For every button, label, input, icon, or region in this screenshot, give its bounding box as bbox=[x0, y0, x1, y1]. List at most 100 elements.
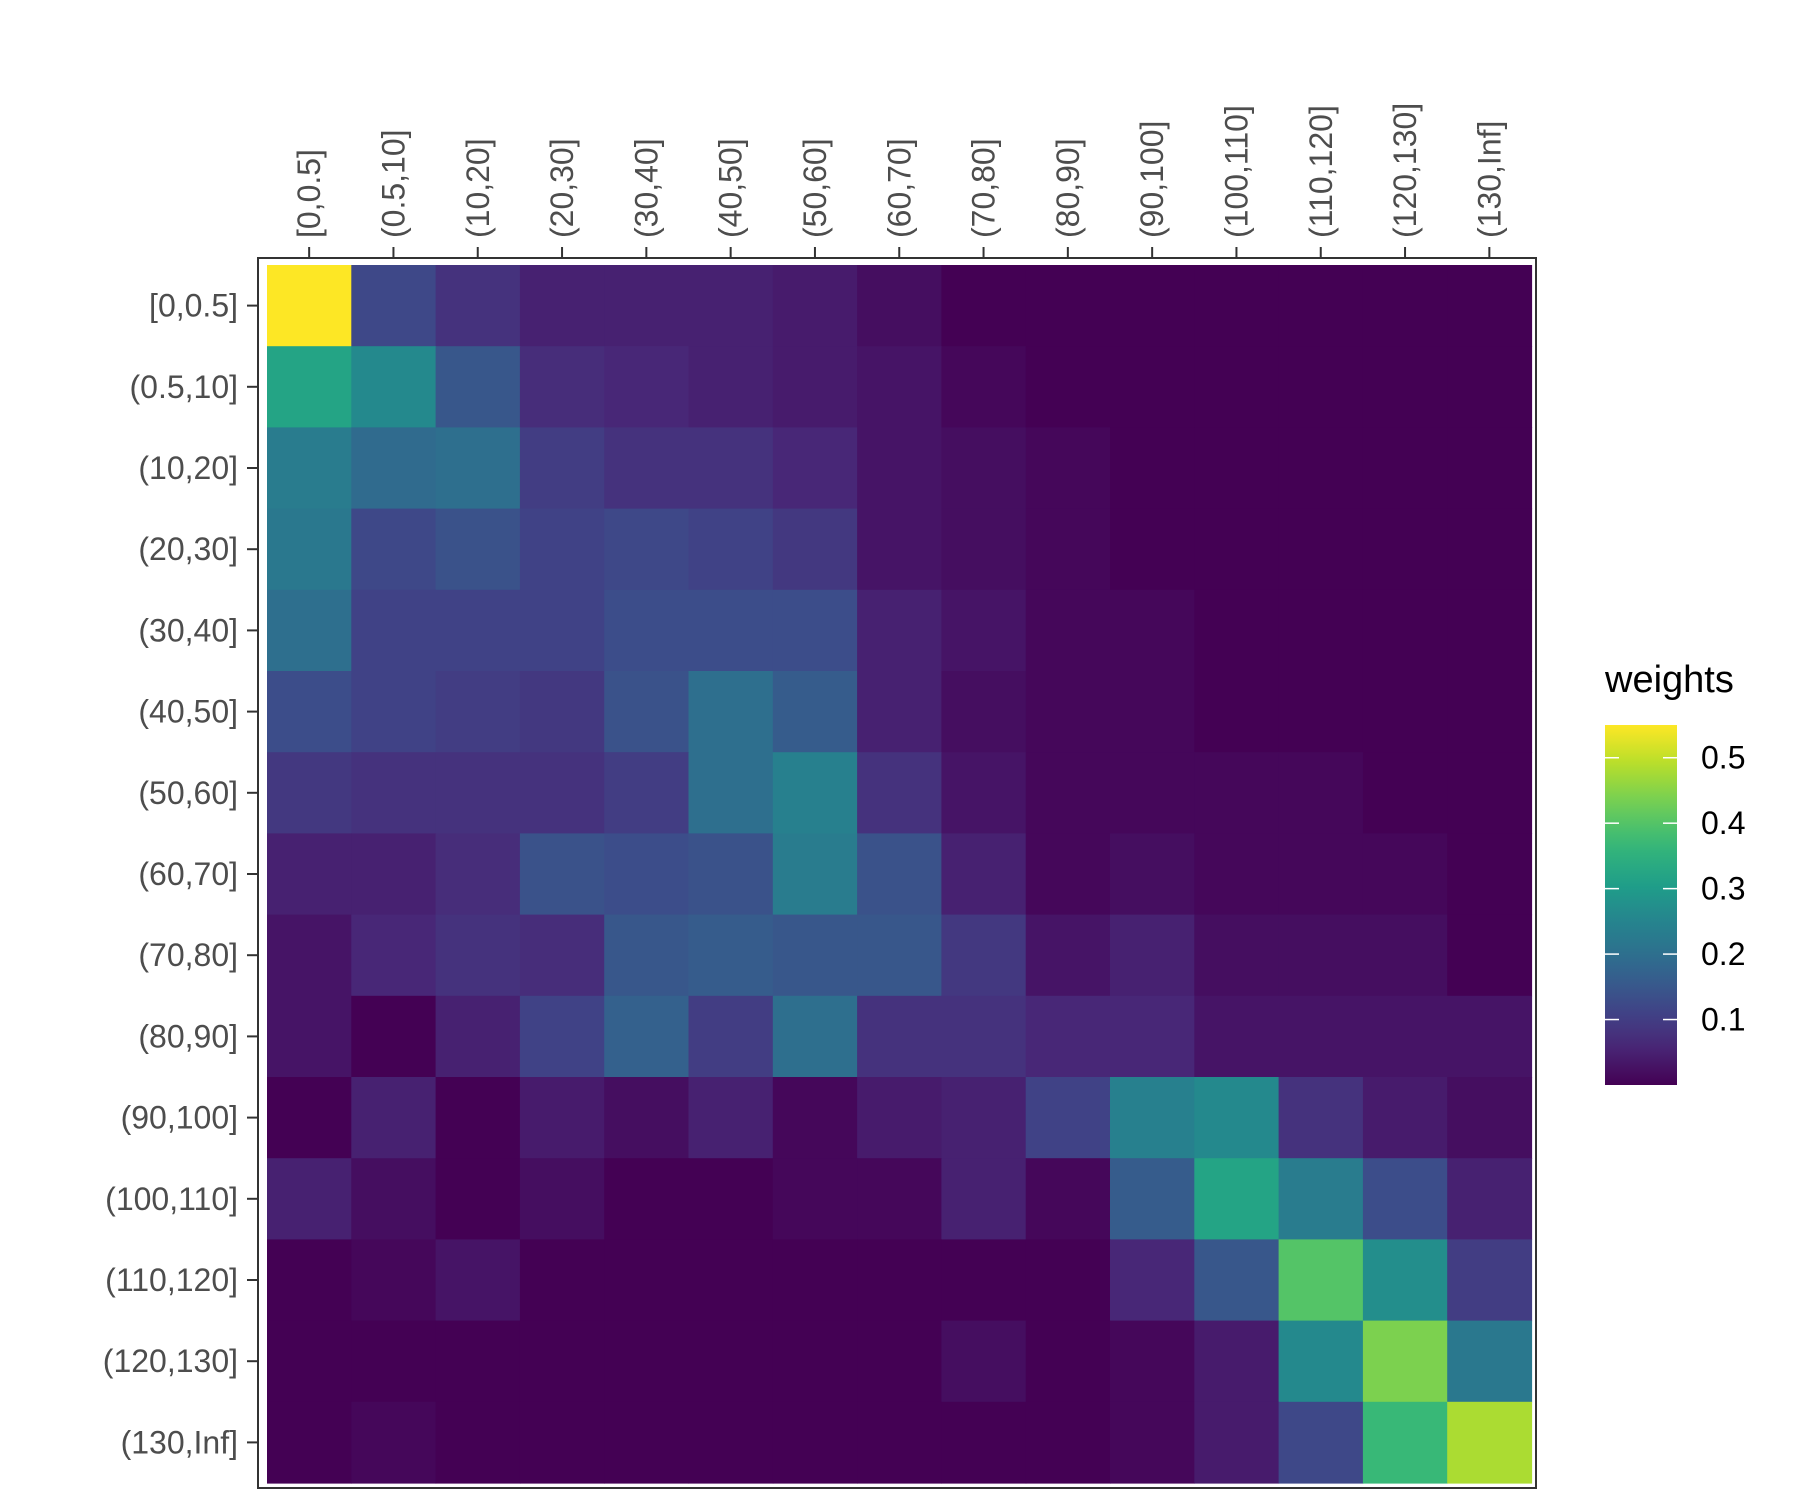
heatmap-cell-1-6 bbox=[772, 346, 858, 428]
x-tick-label-9: (80,90] bbox=[1050, 138, 1086, 238]
heatmap-cell-13-6 bbox=[772, 1320, 858, 1403]
heatmap-cell-1-0 bbox=[267, 346, 352, 428]
heatmap-cell-2-0 bbox=[267, 427, 352, 510]
y-tick-label-14: (130,Inf] bbox=[121, 1424, 238, 1460]
heatmap-cell-13-0 bbox=[267, 1320, 352, 1403]
heatmap-cell-9-0 bbox=[267, 995, 352, 1078]
heatmap-cell-2-8 bbox=[941, 427, 1027, 510]
heatmap-cell-8-7 bbox=[857, 914, 942, 997]
heatmap-cell-9-7 bbox=[857, 995, 942, 1078]
heatmap-cell-0-1 bbox=[351, 265, 437, 347]
y-tick-label-10: (90,100] bbox=[121, 1100, 238, 1136]
heatmap-cell-2-14 bbox=[1447, 427, 1533, 510]
heatmap-cell-8-12 bbox=[1278, 914, 1364, 997]
heatmap-cell-0-7 bbox=[857, 265, 942, 347]
heatmap-cell-2-10 bbox=[1110, 427, 1195, 510]
heatmap-cell-3-9 bbox=[1025, 508, 1111, 591]
legend-tick-label-3: 0.4 bbox=[1701, 805, 1745, 841]
heatmap-cell-9-10 bbox=[1110, 995, 1195, 1078]
heatmap-cell-0-8 bbox=[941, 265, 1027, 347]
heatmap-cell-5-7 bbox=[857, 671, 942, 753]
heatmap-cell-7-10 bbox=[1110, 833, 1195, 916]
heatmap-cell-7-1 bbox=[351, 833, 437, 916]
heatmap-cell-14-4 bbox=[604, 1401, 690, 1484]
x-tick-label-5: (40,50] bbox=[713, 138, 749, 238]
heatmap-cell-4-2 bbox=[435, 589, 521, 672]
heatmap-cell-13-8 bbox=[941, 1320, 1027, 1403]
heatmap-cell-2-3 bbox=[519, 427, 605, 510]
heatmap-cell-6-3 bbox=[519, 752, 605, 834]
y-tick-label-7: (60,70] bbox=[138, 856, 238, 892]
heatmap-cell-2-5 bbox=[688, 427, 774, 510]
heatmap-cell-13-12 bbox=[1278, 1320, 1364, 1403]
heatmap-cell-14-2 bbox=[435, 1401, 521, 1484]
heatmap-cell-3-7 bbox=[857, 508, 942, 591]
heatmap-cell-14-14 bbox=[1447, 1401, 1533, 1484]
heatmap-cell-14-12 bbox=[1278, 1401, 1364, 1484]
heatmap-cell-0-0 bbox=[267, 265, 352, 347]
heatmap-cell-8-2 bbox=[435, 914, 521, 997]
x-tick-label-8: (70,80] bbox=[966, 138, 1002, 238]
heatmap-cell-14-6 bbox=[772, 1401, 858, 1484]
heatmap-cell-11-14 bbox=[1447, 1158, 1533, 1240]
heatmap-cell-9-5 bbox=[688, 995, 774, 1078]
heatmap-cell-1-8 bbox=[941, 346, 1027, 428]
heatmap-cell-14-13 bbox=[1362, 1401, 1448, 1484]
heatmap-cell-12-3 bbox=[519, 1239, 605, 1322]
heatmap-cell-1-4 bbox=[604, 346, 690, 428]
heatmap-cell-9-1 bbox=[351, 995, 437, 1078]
heatmap-cell-4-12 bbox=[1278, 589, 1364, 672]
x-tick-label-12: (110,120] bbox=[1303, 105, 1339, 238]
heatmap-cell-5-10 bbox=[1110, 671, 1195, 753]
heatmap-cells bbox=[267, 265, 1533, 1484]
heatmap-cell-0-11 bbox=[1194, 265, 1280, 347]
heatmap-cell-10-0 bbox=[267, 1077, 352, 1159]
y-tick-label-0: [0,0.5] bbox=[149, 288, 238, 324]
heatmap-cell-12-2 bbox=[435, 1239, 521, 1322]
x-tick-label-1: (0.5,10] bbox=[375, 129, 411, 238]
heatmap-cell-14-7 bbox=[857, 1401, 942, 1484]
heatmap-cell-2-1 bbox=[351, 427, 437, 510]
legend-tick-label-1: 0.2 bbox=[1701, 936, 1745, 972]
heatmap-cell-10-8 bbox=[941, 1077, 1027, 1159]
heatmap-cell-2-11 bbox=[1194, 427, 1280, 510]
y-tick-label-11: (100,110] bbox=[105, 1181, 238, 1217]
heatmap-cell-4-8 bbox=[941, 589, 1027, 672]
heatmap-cell-9-2 bbox=[435, 995, 521, 1078]
heatmap-cell-8-13 bbox=[1362, 914, 1448, 997]
heatmap-cell-14-10 bbox=[1110, 1401, 1195, 1484]
y-tick-label-6: (50,60] bbox=[138, 775, 238, 811]
heatmap-cell-5-2 bbox=[435, 671, 521, 753]
heatmap-cell-8-3 bbox=[519, 914, 605, 997]
heatmap-cell-3-11 bbox=[1194, 508, 1280, 591]
heatmap-cell-1-11 bbox=[1194, 346, 1280, 428]
heatmap-cell-4-5 bbox=[688, 589, 774, 672]
heatmap-cell-2-13 bbox=[1362, 427, 1448, 510]
heatmap-cell-8-6 bbox=[772, 914, 858, 997]
heatmap-cell-4-9 bbox=[1025, 589, 1111, 672]
heatmap-cell-6-2 bbox=[435, 752, 521, 834]
heatmap-cell-6-14 bbox=[1447, 752, 1533, 834]
heatmap-cell-4-14 bbox=[1447, 589, 1533, 672]
heatmap-cell-7-7 bbox=[857, 833, 942, 916]
heatmap-cell-3-10 bbox=[1110, 508, 1195, 591]
heatmap-cell-10-5 bbox=[688, 1077, 774, 1159]
heatmap-cell-5-8 bbox=[941, 671, 1027, 753]
heatmap-cell-5-13 bbox=[1362, 671, 1448, 753]
x-tick-label-7: (60,70] bbox=[881, 138, 917, 238]
heatmap-cell-8-9 bbox=[1025, 914, 1111, 997]
x-tick-label-13: (120,130] bbox=[1387, 103, 1423, 238]
heatmap-cell-8-0 bbox=[267, 914, 352, 997]
heatmap-cell-9-6 bbox=[772, 995, 858, 1078]
heatmap-cell-10-6 bbox=[772, 1077, 858, 1159]
heatmap-cell-7-14 bbox=[1447, 833, 1533, 916]
y-tick-label-3: (20,30] bbox=[138, 531, 238, 567]
heatmap-cell-0-12 bbox=[1278, 265, 1364, 347]
y-tick-label-4: (30,40] bbox=[138, 612, 238, 648]
heatmap-cell-6-8 bbox=[941, 752, 1027, 834]
heatmap-cell-12-14 bbox=[1447, 1239, 1533, 1322]
heatmap-cell-3-6 bbox=[772, 508, 858, 591]
heatmap-cell-9-11 bbox=[1194, 995, 1280, 1078]
heatmap-cell-9-4 bbox=[604, 995, 690, 1078]
